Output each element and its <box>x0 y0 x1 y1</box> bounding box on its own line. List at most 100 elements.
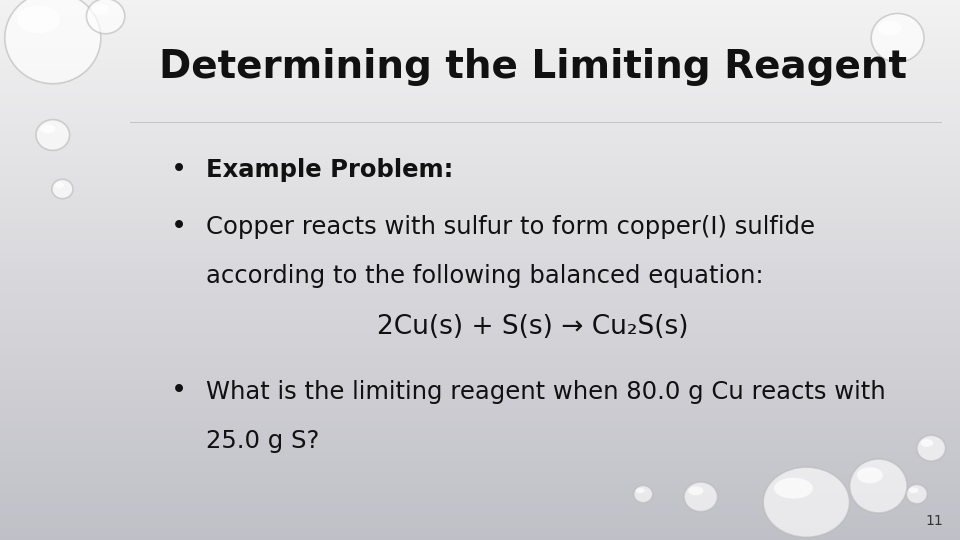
Bar <box>0 305 960 308</box>
Bar <box>0 281 960 284</box>
Text: Example Problem:: Example Problem: <box>206 158 454 182</box>
Bar <box>0 22 960 24</box>
Ellipse shape <box>16 5 60 33</box>
Ellipse shape <box>688 487 704 495</box>
Bar <box>0 202 960 205</box>
Bar <box>0 508 960 510</box>
Bar <box>0 475 960 478</box>
Bar <box>0 213 960 216</box>
Bar <box>0 238 960 240</box>
Bar <box>0 310 960 313</box>
Bar <box>0 251 960 254</box>
Text: Copper reacts with sulfur to form copper(I) sulfide: Copper reacts with sulfur to form copper… <box>206 215 815 239</box>
Bar <box>0 186 960 189</box>
Text: •: • <box>171 379 187 404</box>
Bar <box>0 70 960 73</box>
Ellipse shape <box>856 467 883 483</box>
Bar <box>0 0 960 3</box>
Bar <box>0 3 960 5</box>
Bar <box>0 138 960 140</box>
Bar <box>0 273 960 275</box>
Bar <box>0 284 960 286</box>
Bar <box>0 43 960 46</box>
Bar <box>0 481 960 483</box>
Ellipse shape <box>86 0 125 34</box>
Bar <box>0 32 960 35</box>
Ellipse shape <box>40 124 56 133</box>
Bar <box>0 478 960 481</box>
Bar <box>0 443 960 445</box>
Text: 25.0 g S?: 25.0 g S? <box>206 429 320 453</box>
Bar <box>0 246 960 248</box>
Bar <box>0 364 960 367</box>
Bar <box>0 313 960 316</box>
Bar <box>0 57 960 59</box>
Bar <box>0 205 960 208</box>
Bar <box>0 516 960 518</box>
Bar <box>0 178 960 181</box>
Bar <box>0 143 960 146</box>
Bar <box>0 243 960 246</box>
Bar <box>0 518 960 521</box>
Bar <box>0 489 960 491</box>
Bar <box>0 254 960 256</box>
Bar <box>0 159 960 162</box>
Bar <box>0 97 960 100</box>
Bar <box>0 335 960 338</box>
Bar <box>0 351 960 354</box>
Bar <box>0 394 960 397</box>
Bar <box>0 227 960 229</box>
Bar <box>0 529 960 532</box>
Bar <box>0 327 960 329</box>
Bar <box>0 46 960 49</box>
Bar <box>0 418 960 421</box>
Ellipse shape <box>906 484 927 504</box>
Bar <box>0 346 960 348</box>
Bar <box>0 173 960 176</box>
Bar <box>0 338 960 340</box>
Bar <box>0 532 960 535</box>
Bar <box>0 94 960 97</box>
Ellipse shape <box>763 467 850 537</box>
Bar <box>0 132 960 135</box>
Bar <box>0 78 960 81</box>
Bar <box>0 116 960 119</box>
Bar <box>0 24 960 27</box>
Bar <box>0 8 960 11</box>
Bar <box>0 275 960 278</box>
Bar <box>0 38 960 40</box>
Bar <box>0 427 960 429</box>
Bar <box>0 16 960 19</box>
Bar <box>0 181 960 184</box>
Bar <box>0 378 960 381</box>
Ellipse shape <box>52 179 73 199</box>
Text: •: • <box>171 157 187 183</box>
Bar <box>0 11 960 14</box>
Bar <box>0 92 960 94</box>
Bar <box>0 113 960 116</box>
Bar <box>0 256 960 259</box>
Ellipse shape <box>684 482 717 512</box>
Bar <box>0 200 960 202</box>
Bar <box>0 135 960 138</box>
Bar <box>0 497 960 500</box>
Ellipse shape <box>774 477 813 499</box>
Bar <box>0 416 960 418</box>
Bar <box>0 68 960 70</box>
Bar <box>0 383 960 386</box>
Bar <box>0 84 960 86</box>
Bar <box>0 308 960 310</box>
Bar <box>0 270 960 273</box>
Bar <box>0 89 960 92</box>
Bar <box>0 127 960 130</box>
Bar <box>0 240 960 243</box>
Bar <box>0 35 960 38</box>
Bar <box>0 486 960 489</box>
Bar <box>0 162 960 165</box>
Bar <box>0 148 960 151</box>
Bar <box>0 524 960 526</box>
Bar <box>0 316 960 319</box>
Bar <box>0 189 960 192</box>
Bar <box>0 100 960 103</box>
Bar <box>0 165 960 167</box>
